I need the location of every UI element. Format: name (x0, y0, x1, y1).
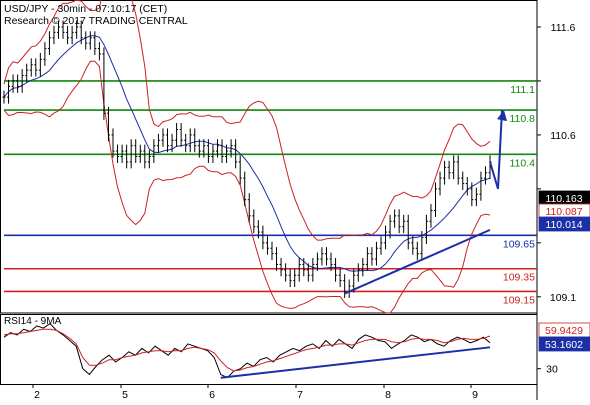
rsi-badge-1 (538, 336, 590, 352)
level-label-2: 110.4 (510, 157, 536, 169)
price-y-tick-label-3: 110.6 (550, 130, 576, 142)
projection-arrowhead (497, 110, 507, 122)
rsi-badge-label-0: 59.9429 (545, 325, 583, 337)
price-y-tick-label-5: 111.6 (551, 22, 576, 34)
price-badge-2 (538, 216, 590, 232)
level-label-3: 109.65 (503, 238, 535, 250)
rsi-trendline (220, 346, 491, 379)
support-trendline (344, 228, 491, 295)
price-badge-label-2: 110.014 (545, 219, 582, 231)
x-tick-label-0: 2 (34, 389, 40, 400)
bollinger-lower (3, 60, 491, 314)
price-y-tick-label-0: 109.1 (550, 292, 576, 304)
rsi-line (3, 322, 491, 379)
rsi-y-tick-label-0: 30 (546, 364, 558, 376)
projection-down (489, 161, 499, 190)
rsi-badge-label-1: 53.1602 (545, 339, 583, 351)
price-badge-label-1: 110.087 (545, 206, 582, 218)
x-tick-label-2: 6 (209, 389, 215, 400)
bollinger-upper (3, 0, 491, 241)
level-label-1: 110.8 (510, 113, 536, 125)
level-label-5: 109.15 (503, 294, 535, 306)
chart-title: USD/JPY - 30min - 07:10:17 (CET) (4, 3, 167, 15)
chart-subtitle: Research © 2017 TRADING CENTRAL (4, 15, 188, 27)
rsi-panel-frame (0, 314, 538, 385)
projection-up (497, 110, 503, 189)
level-label-4: 109.35 (503, 272, 535, 284)
x-tick-label-3: 7 (297, 389, 303, 400)
x-tick-label-5: 9 (472, 389, 478, 400)
x-tick-label-4: 8 (385, 389, 391, 400)
x-tick-label-1: 5 (122, 389, 128, 400)
price-badge-label-0: 110.163 (545, 193, 582, 205)
rsi-ma-line (3, 328, 491, 372)
rsi-title: RSI14 - 9MA (4, 316, 62, 327)
level-label-0: 111.1 (510, 84, 535, 96)
price-panel-frame (0, 0, 538, 314)
